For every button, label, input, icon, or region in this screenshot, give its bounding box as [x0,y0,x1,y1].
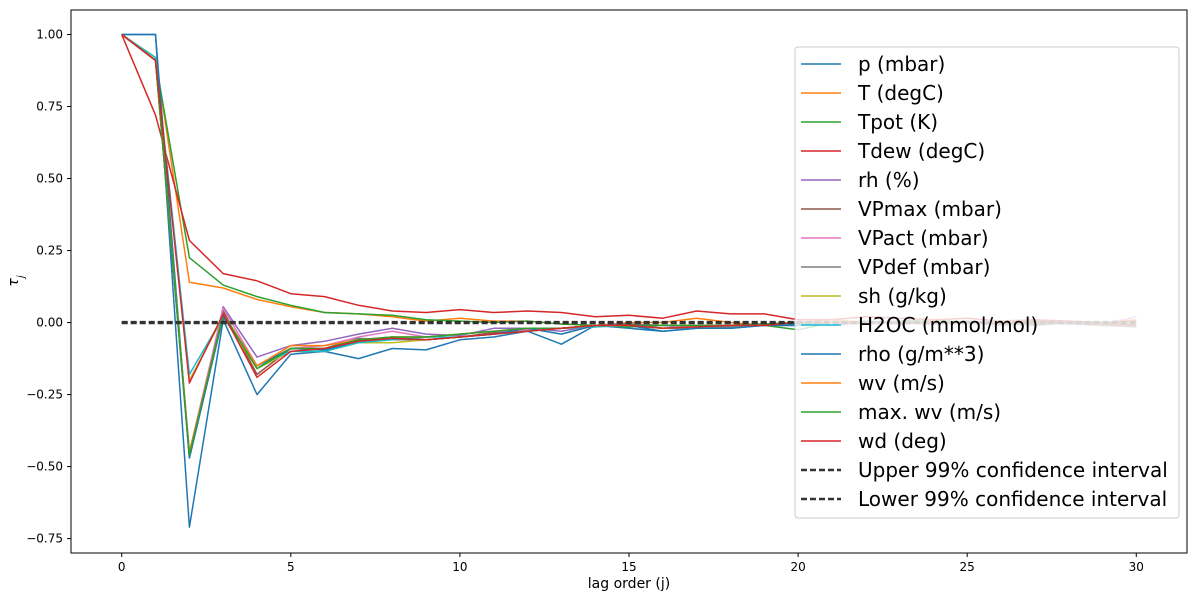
x-tick-label: 15 [621,560,636,574]
legend-item: sh (g/kg) [801,284,947,308]
y-tick-label: 0.00 [36,316,63,330]
legend-item: p (mbar) [801,52,945,76]
legend-item: max. wv (m/s) [801,400,1001,424]
legend-label: VPdef (mbar) [858,255,990,279]
legend-item: wd (deg) [801,429,947,453]
x-tick-label: 30 [1129,560,1144,574]
legend-item: VPact (mbar) [801,226,989,250]
y-tick-label: 0.50 [36,172,63,186]
y-tick-label: 0.25 [36,244,63,258]
x-axis: 0 5 10 15 20 25 30 [118,553,1144,574]
x-tick-label: 5 [287,560,295,574]
y-tick-label: −0.25 [26,388,63,402]
legend-item: Lower 99% confidence interval [801,487,1167,511]
x-tick-label: 25 [960,560,975,574]
legend-label: Tdew (degC) [857,139,985,163]
x-tick-label: 20 [790,560,805,574]
legend-label: Tpot (K) [857,110,938,134]
legend-item: Tdew (degC) [801,139,985,163]
x-axis-label: lag order (j) [588,576,670,592]
legend-label: Upper 99% confidence interval [858,458,1168,482]
legend-item: VPdef (mbar) [801,255,990,279]
legend-label: sh (g/kg) [858,284,947,308]
legend: p (mbar) T (degC) Tpot (K) Tdew (degC) rh (%… [794,46,1180,519]
y-tick-label: 1.00 [36,27,63,41]
legend-label: H2OC (mmol/mol) [858,313,1038,337]
y-axis-label-subscript: j [16,275,27,280]
legend-label: max. wv (m/s) [858,400,1001,424]
y-axis: −0.75 −0.50 −0.25 0.00 0.25 0.50 0.75 1.00 [26,27,71,546]
x-tick-label: 10 [452,560,467,574]
legend-item: T (degC) [801,81,944,105]
legend-label: T (degC) [857,81,944,105]
y-tick-label: −0.75 [26,532,63,546]
legend-label: p (mbar) [858,52,945,76]
y-axis-label: τj [6,275,27,286]
y-tick-label: −0.50 [26,460,63,474]
legend-box [794,46,1180,519]
legend-item: rho (g/m**3) [801,342,984,366]
legend-item: wv (m/s) [801,371,945,395]
legend-label: rh (%) [858,168,920,192]
legend-label: VPact (mbar) [858,226,989,250]
legend-item: VPmax (mbar) [801,197,1002,221]
legend-label: wv (m/s) [858,371,945,395]
y-axis-label-base: τ [6,278,22,287]
legend-item: Tpot (K) [801,110,938,134]
legend-items: p (mbar) T (degC) Tpot (K) Tdew (degC) rh (%… [801,52,1168,511]
legend-item: H2OC (mmol/mol) [801,313,1038,337]
y-tick-label: 0.75 [36,100,63,114]
legend-label: Lower 99% confidence interval [858,487,1167,511]
legend-item: rh (%) [801,168,920,192]
legend-item: Upper 99% confidence interval [801,458,1168,482]
legend-label: wd (deg) [858,429,947,453]
legend-label: VPmax (mbar) [858,197,1002,221]
legend-label: rho (g/m**3) [858,342,984,366]
x-tick-label: 0 [118,560,126,574]
